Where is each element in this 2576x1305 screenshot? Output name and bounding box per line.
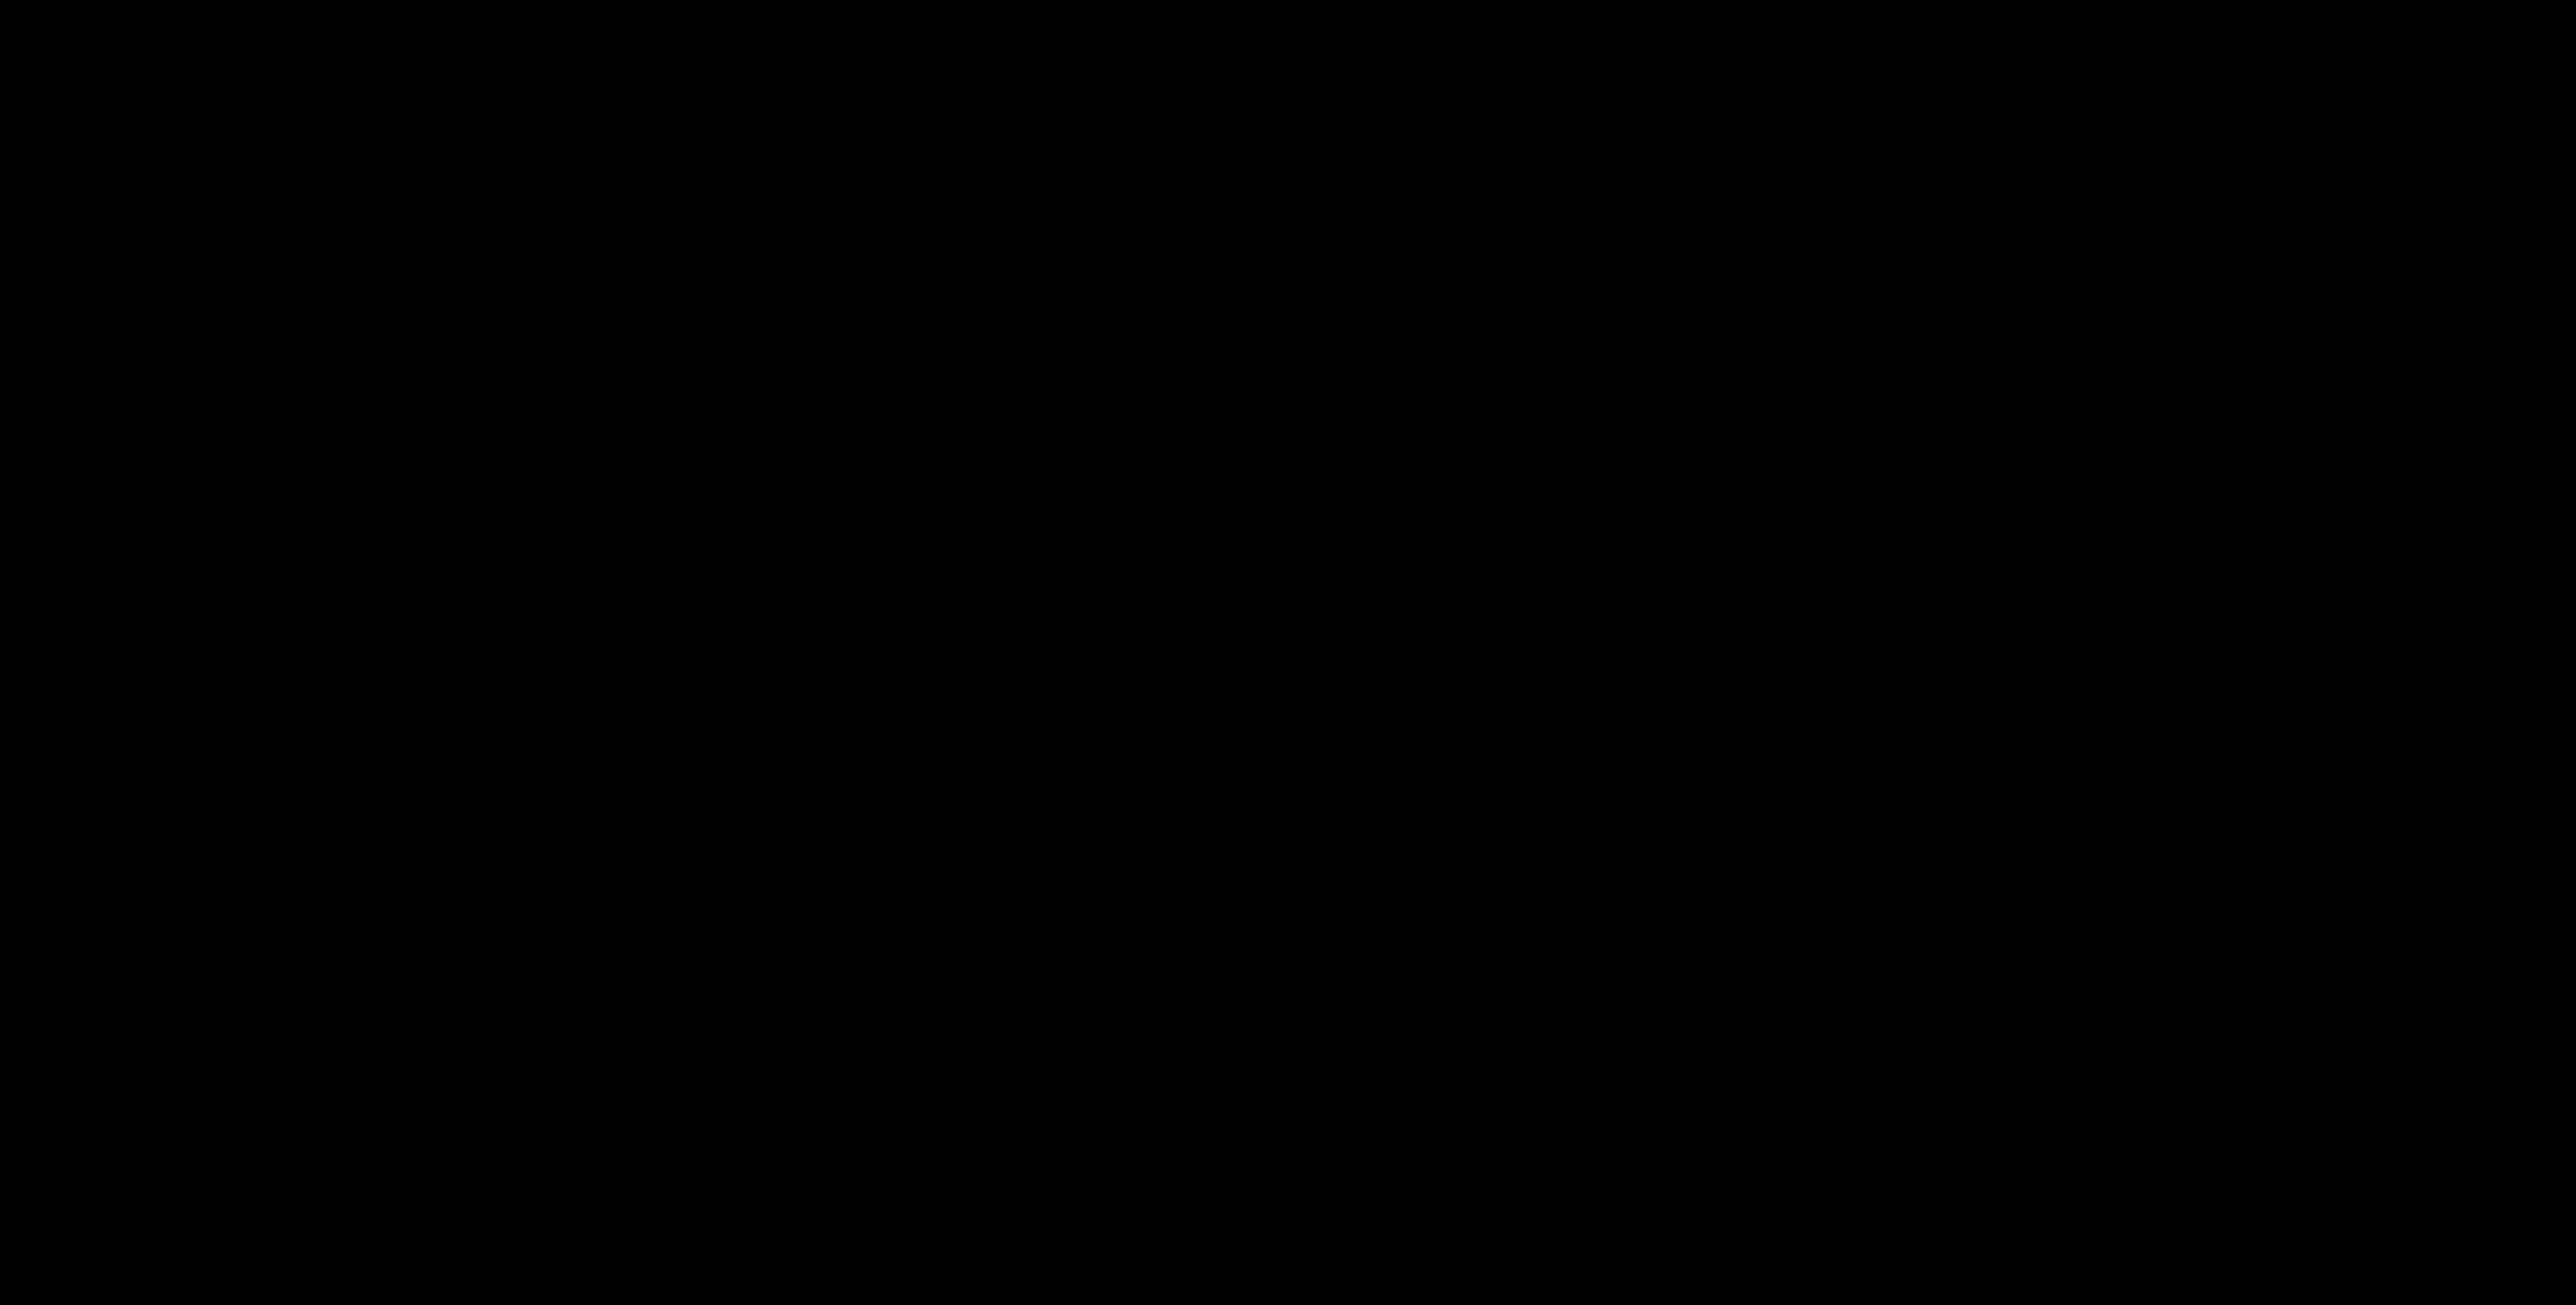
- word-cloud: [0, 0, 2576, 1305]
